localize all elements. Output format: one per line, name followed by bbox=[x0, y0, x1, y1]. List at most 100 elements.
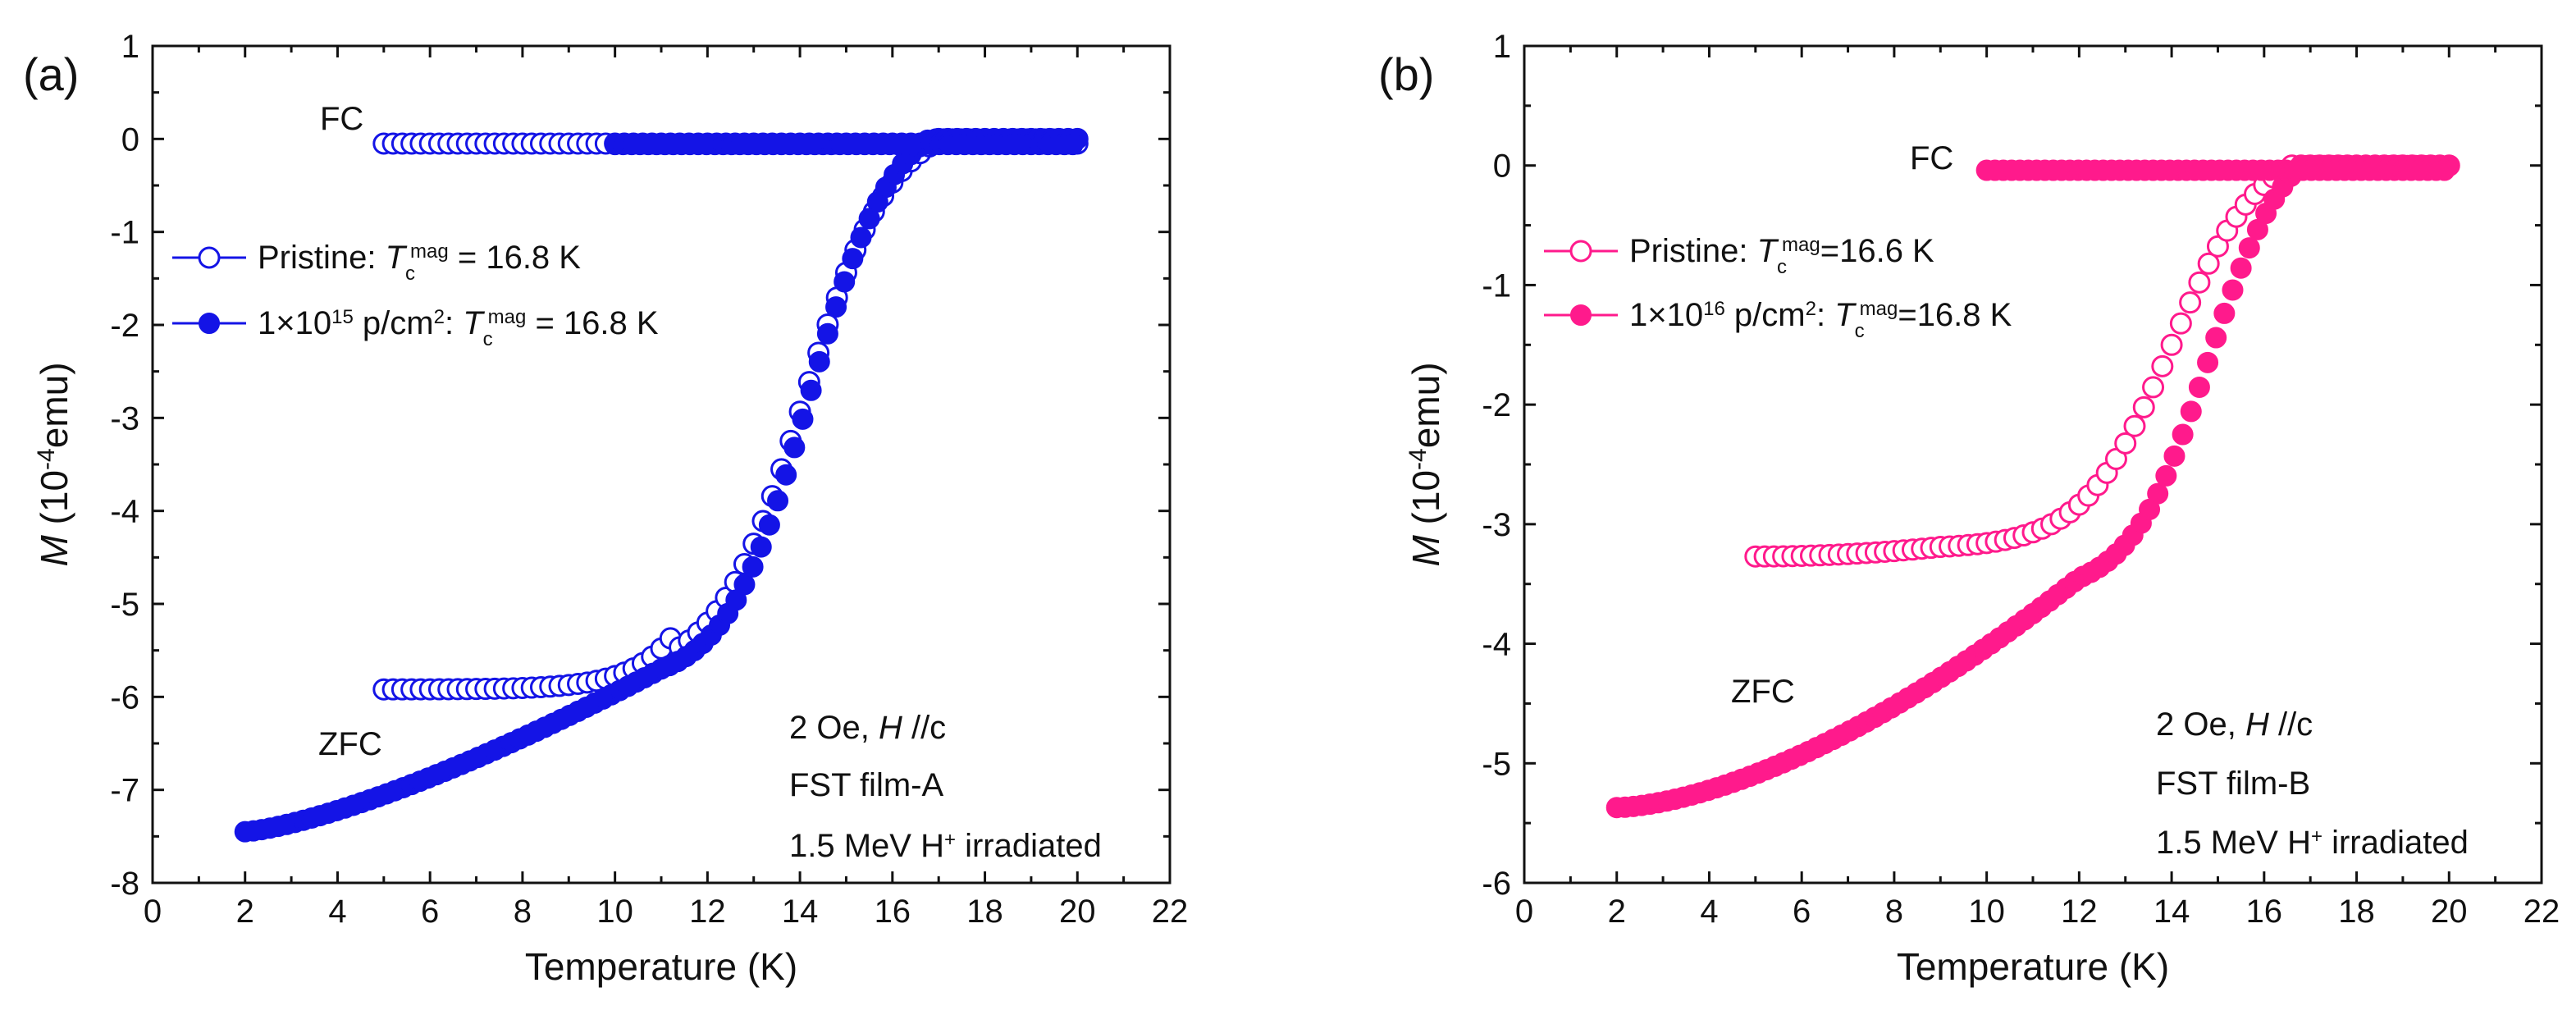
y-tick-label: -2 bbox=[110, 308, 139, 344]
data-point bbox=[767, 490, 789, 512]
series-1e16-fc bbox=[1975, 159, 2455, 181]
panel-label: (a) bbox=[23, 48, 79, 100]
data-point bbox=[2123, 414, 2146, 437]
x-axis-title: Temperature (K) bbox=[1897, 945, 2169, 988]
data-point bbox=[733, 574, 756, 596]
legend-entry: Pristine: Tcmag=16.6 K bbox=[1629, 233, 1934, 278]
x-tick-label: 12 bbox=[2061, 894, 2098, 930]
y-axis-title: M (10-4emu) bbox=[1404, 362, 1448, 566]
y-tick-label: -7 bbox=[110, 773, 139, 809]
film-note: FST film-B bbox=[2156, 766, 2310, 802]
data-point bbox=[2238, 237, 2260, 259]
fc-label: FC bbox=[1910, 140, 1953, 176]
x-tick-label: 20 bbox=[2431, 894, 2468, 930]
x-tick-label: 10 bbox=[596, 894, 633, 930]
data-point bbox=[2205, 327, 2227, 349]
data-point bbox=[758, 514, 780, 536]
data-point bbox=[2197, 351, 2219, 373]
data-point bbox=[2114, 432, 2137, 455]
y-tick-label: 1 bbox=[121, 29, 139, 65]
y-tick-label: -1 bbox=[1482, 267, 1511, 304]
x-tick-label: 12 bbox=[689, 894, 726, 930]
y-tick-label: 1 bbox=[1493, 29, 1511, 65]
data-point bbox=[742, 555, 764, 578]
x-tick-label: 4 bbox=[1700, 894, 1718, 930]
data-point bbox=[842, 248, 864, 270]
data-point bbox=[2151, 354, 2174, 377]
data-point bbox=[2163, 445, 2185, 467]
data-point bbox=[2160, 333, 2183, 356]
legend-marker bbox=[199, 313, 220, 334]
x-axis-title: Temperature (K) bbox=[525, 945, 797, 988]
x-tick-label: 16 bbox=[875, 894, 911, 930]
data-point bbox=[2155, 464, 2177, 487]
legend-entry: 1×1016 p/cm2: Tcmag=16.8 K bbox=[1629, 297, 2012, 342]
x-tick-label: 6 bbox=[421, 894, 439, 930]
data-point bbox=[816, 322, 838, 345]
data-point bbox=[2172, 423, 2194, 446]
y-tick-label: -3 bbox=[110, 400, 139, 437]
x-tick-label: 8 bbox=[514, 894, 532, 930]
x-tick-label: 2 bbox=[236, 894, 254, 930]
y-tick-label: -6 bbox=[110, 679, 139, 715]
irradiation-note: 1.5 MeV H+ irradiated bbox=[789, 828, 1102, 864]
data-point bbox=[808, 350, 830, 373]
x-tick-label: 0 bbox=[1515, 894, 1533, 930]
legend-marker bbox=[198, 246, 221, 269]
data-point bbox=[2179, 291, 2202, 314]
y-tick-label: -5 bbox=[1482, 746, 1511, 782]
film-note: FST film-A bbox=[789, 767, 943, 803]
legend: Pristine: Tcmag = 16.8 K 1×1015 p/cm2: Tc… bbox=[172, 240, 659, 350]
y-tick-label: -3 bbox=[1482, 507, 1511, 543]
zfc-label: ZFC bbox=[318, 726, 382, 762]
x-tick-label: 22 bbox=[2523, 894, 2560, 930]
legend-marker bbox=[1570, 304, 1592, 326]
data-point bbox=[750, 536, 772, 558]
y-tick-label: -4 bbox=[1482, 627, 1511, 663]
series-1e15-zfc bbox=[234, 128, 1089, 843]
data-point bbox=[2230, 257, 2252, 279]
x-tick-label: 18 bbox=[966, 894, 1003, 930]
field-note: 2 Oe, H //c bbox=[2156, 706, 2313, 743]
zfc-label: ZFC bbox=[1731, 674, 1795, 710]
y-tick-label: -6 bbox=[1482, 866, 1511, 902]
legend: Pristine: Tcmag=16.6 K 1×1016 p/cm2: Tcma… bbox=[1544, 233, 2012, 342]
data-point bbox=[834, 271, 856, 293]
data-point bbox=[850, 226, 872, 249]
data-point bbox=[2147, 482, 2169, 505]
legend-marker bbox=[1569, 240, 1592, 263]
y-tick-label: -4 bbox=[110, 494, 139, 530]
y-tick-label: 0 bbox=[1493, 149, 1511, 185]
x-tick-label: 18 bbox=[2338, 894, 2375, 930]
data-point bbox=[800, 379, 822, 401]
y-tick-label: -5 bbox=[110, 587, 139, 623]
data-points bbox=[1605, 154, 2460, 819]
data-point bbox=[825, 296, 847, 318]
x-tick-label: 6 bbox=[1793, 894, 1811, 930]
irradiation-note: 1.5 MeV H+ irradiated bbox=[2156, 825, 2469, 861]
data-point bbox=[2169, 312, 2192, 335]
x-tick-label: 10 bbox=[1968, 894, 2005, 930]
series-1e15-fc bbox=[604, 134, 1084, 156]
x-tick-label: 2 bbox=[1608, 894, 1626, 930]
data-point bbox=[792, 408, 814, 430]
x-tick-label: 0 bbox=[144, 894, 162, 930]
plot-frame bbox=[151, 44, 1172, 885]
legend-entry: 1×1015 p/cm2: Tcmag = 16.8 K bbox=[258, 305, 659, 350]
data-point bbox=[783, 437, 806, 459]
data-point bbox=[2188, 376, 2210, 398]
data-point bbox=[2180, 400, 2202, 423]
y-tick-label: -1 bbox=[110, 215, 139, 251]
panel-label: (b) bbox=[1378, 48, 1434, 100]
chart-panel-b: 0 2 4 6 8 10 12 14 16 18 20 2210-1-2-3-4-5-6Tempera… bbox=[1378, 29, 2560, 988]
field-note: 2 Oe, H //c bbox=[789, 710, 946, 746]
x-tick-label: 16 bbox=[2246, 894, 2283, 930]
x-tick-label: 4 bbox=[328, 894, 346, 930]
x-tick-label: 8 bbox=[1885, 894, 1903, 930]
y-axis-title: M (10-4emu) bbox=[33, 362, 76, 566]
data-point bbox=[2132, 395, 2155, 418]
legend-entry: Pristine: Tcmag = 16.8 K bbox=[258, 240, 581, 285]
series-pristine-zfc bbox=[1744, 154, 2460, 568]
x-tick-label: 14 bbox=[2154, 894, 2190, 930]
